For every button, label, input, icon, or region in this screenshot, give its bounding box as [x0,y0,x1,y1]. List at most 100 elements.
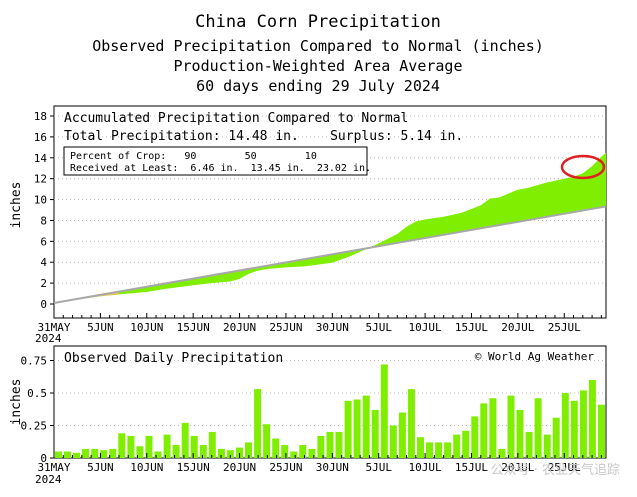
top-y-tick-label: 8 [40,214,47,227]
daily-bar [145,435,153,458]
top-x-tick-label: 25JUN [269,321,302,334]
daily-bar [389,425,397,458]
daily-bar [444,442,452,458]
daily-bar [73,452,81,458]
daily-bar [190,435,198,458]
daily-bar [236,447,243,458]
top-y-axis: 0 2 4 6 8 10 12 14 16 18 [34,110,54,311]
bottom-x-tick-label: 10JUL [409,461,442,474]
top-x-tick-label: 25JUL [548,321,581,334]
daily-bar [55,451,62,458]
top-x-tick-label: 30JUN [316,321,349,334]
credit-text: © World Ag Weather [475,350,595,363]
daily-bar [272,438,280,458]
bottom-x-axis: 31MAY 5JUN 10JUN 15JUN 20JUN 25JUN 30JUN 5JUL 10… [37,453,602,474]
top-x-tick-label: 10JUN [130,321,163,334]
daily-bar [172,445,180,458]
top-y-tick-label: 6 [40,235,47,248]
daily-bar [498,448,506,458]
bottom-x-tick-label: 31MAY [37,461,70,474]
top-y-tick-label: 12 [34,173,47,186]
bottom-y-tick-label: 0 [40,452,47,465]
daily-precipitation-bars [55,364,605,458]
daily-bar [199,445,207,458]
daily-bar [326,432,334,458]
daily-bar [100,450,108,458]
daily-bar [109,448,117,458]
normal-line [53,205,607,304]
top-y-axis-label: inches [9,182,24,229]
top-y-tick-label: 2 [40,277,47,290]
daily-bar [570,400,578,458]
daily-bar [181,422,189,458]
top-panel: 0 2 4 6 8 10 12 14 16 18 31MAY 5JUN 10JUN 15JUN 20JUN… [9,105,607,334]
daily-bar [335,432,343,458]
top-x-tick-label: 15JUL [455,321,488,334]
top-y-tick-label: 16 [34,131,47,144]
daily-bar [299,445,307,458]
daily-bar [254,389,262,458]
top-gridlines [54,115,606,284]
received-at-least-row: Received at Least: 6.46 in. 13.45 in. 23… [70,163,371,174]
daily-bar [453,434,461,458]
top-y-tick-label: 14 [34,152,48,165]
top-x-tick-label: 5JUL [365,321,392,334]
daily-bar [344,400,352,458]
daily-bar [471,416,479,458]
top-x-tick-label: 20JUN [223,321,256,334]
top-x-tick-label: 31MAY [37,321,70,334]
bottom-x-tick-label: 25JUL [548,461,581,474]
daily-bar [588,380,596,458]
bottom-y-tick-label: 0.5 [27,387,47,400]
top-x-tick-label: 15JUN [177,321,210,334]
daily-bar [371,409,379,458]
bottom-x-tick-label: 10JUN [130,461,163,474]
daily-bar [217,448,225,458]
daily-bar [91,448,99,458]
daily-bar [82,448,90,458]
daily-bar [561,393,569,458]
bottom-panel-title: Observed Daily Precipitation [64,351,283,366]
daily-bar [417,437,424,458]
daily-bar [353,399,361,458]
top-year-label: 2024 [35,332,62,345]
daily-bar [407,389,415,458]
daily-bar [64,451,71,458]
bottom-y-tick-label: 0.25 [21,420,48,433]
top-y-tick-label: 18 [34,110,47,123]
daily-bar [489,398,497,458]
percent-crop-row: Percent of Crop: 90 50 10 [70,151,317,162]
top-x-tick-label: 20JUL [501,321,534,334]
daily-bar [380,364,388,458]
top-y-tick-label: 0 [40,298,47,311]
top-accumulation-area [53,152,607,304]
bottom-y-axis: 0 0.25 0.5 0.75 [21,355,54,465]
bottom-x-tick-label: 15JUL [455,461,488,474]
daily-bar [480,403,488,458]
daily-bar [127,435,135,458]
daily-bar [118,433,126,458]
daily-bar [281,445,289,458]
bottom-y-axis-label: inches [9,379,24,426]
total-surplus-text: Total Precipitation: 14.48 in. Surplus: … [64,129,463,144]
bottom-x-tick-label: 20JUL [501,461,534,474]
bottom-x-tick-label: 25JUN [269,461,302,474]
daily-bar [208,432,216,458]
daily-bar [525,432,533,458]
percent-crop-box [63,146,368,176]
bottom-x-tick-label: 5JUL [365,461,392,474]
bottom-x-tick-label: 30JUN [316,461,349,474]
daily-bar [426,442,433,458]
top-y-tick-label: 4 [40,256,47,269]
bottom-year-label: 2024 [35,473,62,486]
daily-bar [163,434,171,458]
bottom-panel: 0 0.25 0.5 0.75 31MAY 5JUN 10JUN 15JUN 20JUN 25J… [9,345,607,474]
chart-subtitle-1: Observed Precipitation Compared to Norma… [92,37,544,55]
daily-bar [290,451,298,458]
daily-bar [317,435,325,458]
daily-bar [245,442,252,458]
chart-subtitle-3: 60 days ending 29 July 2024 [196,77,440,95]
daily-bar [362,395,370,458]
highlight-circle [560,154,606,180]
